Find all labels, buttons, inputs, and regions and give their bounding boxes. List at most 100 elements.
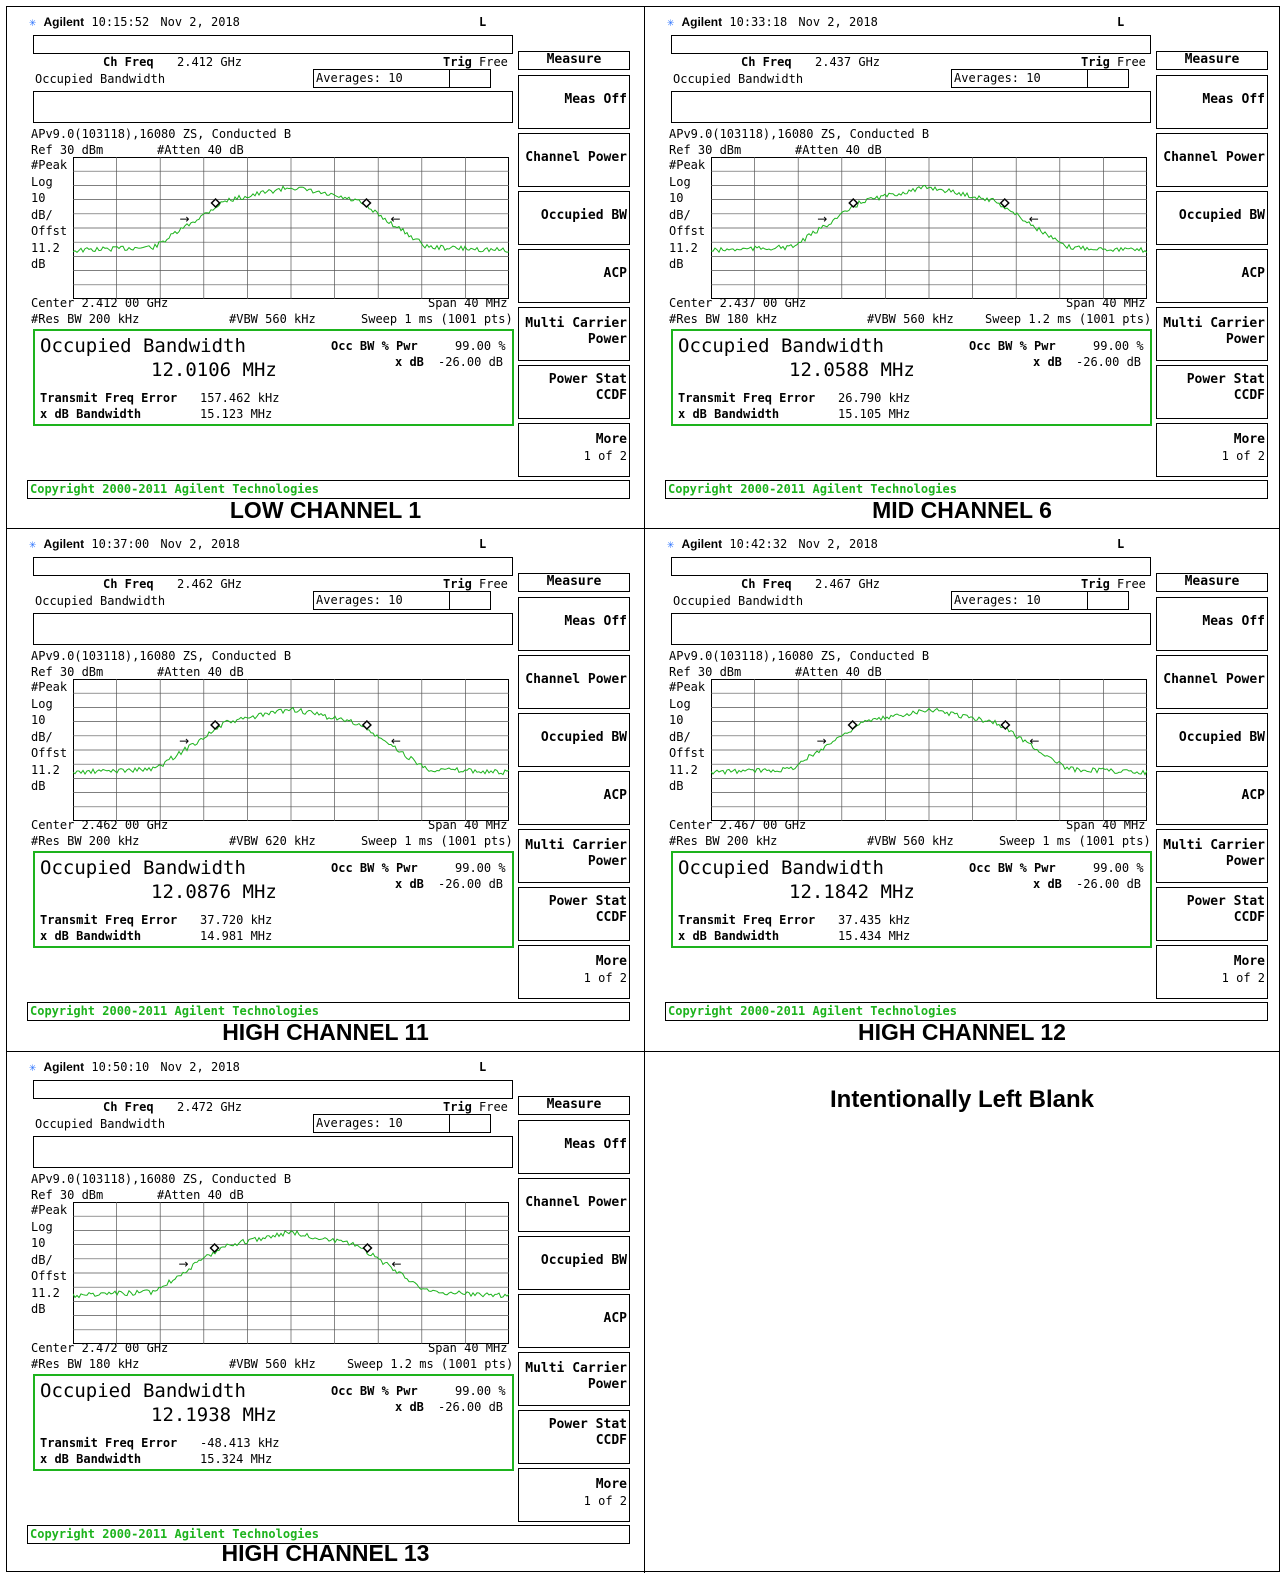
power-stat-ccdf-button[interactable]: Power Stat CCDF [518,1410,630,1464]
ref-level: Ref 30 dBm [31,665,104,679]
acp-button[interactable]: ACP [1156,249,1268,303]
result-title: Occupied Bandwidth [678,857,884,879]
more-button[interactable]: More 1 of 2 [518,423,630,477]
occupied-bw-button[interactable]: Occupied BW [518,1236,630,1290]
xdb-bandwidth-label: x dB Bandwidth [40,1452,142,1466]
sweep-label: Sweep 1 ms (1001 pts) [361,312,513,326]
more-button[interactable]: More 1 of 2 [518,945,630,999]
multi-carrier-power-button[interactable]: Multi Carrier Power [518,1352,630,1406]
averages-box: Averages: 10 [313,1114,450,1133]
channel-power-button[interactable]: Channel Power [518,1178,630,1232]
scale-label: Offst [31,746,68,760]
vbw-label: #VBW 620 kHz [229,834,316,848]
occupied-bw-button[interactable]: Occupied BW [518,713,630,767]
scale-label: dB/ [31,207,53,222]
occupied-bw-button[interactable]: Occupied BW [518,191,630,245]
span-label: Span 40 MHz [1066,296,1146,310]
mode-indicator: L [479,15,487,29]
span-label: Span 40 MHz [428,1341,508,1355]
meas-off-button[interactable]: Meas Off [1156,75,1268,129]
obw-marker-left [847,719,858,731]
ch-freq-value: 2.437 GHz [815,55,881,69]
result-title: Occupied Bandwidth [40,335,246,357]
multi-carrier-power-button[interactable]: Multi Carrier Power [1156,829,1268,883]
sweep-label: Sweep 1.2 ms (1001 pts) [347,1357,514,1371]
setup-label: APv9.0(103118),16080 ZS, Conducted B [31,649,292,663]
multi-carrier-power-button[interactable]: Multi Carrier Power [1156,307,1268,361]
trig-value: Free [1117,577,1146,591]
copyright-bar: Copyright 2000-2011 Agilent Technologies [27,1002,630,1021]
copyright-text: Copyright 2000-2011 Agilent Technologies [30,482,319,496]
obw-marker-right [361,197,372,209]
ch-freq-label: Ch Freq [103,1100,154,1114]
acp-button[interactable]: ACP [518,1294,630,1348]
obw-marker-right [362,1242,373,1254]
scale-label: Log [669,696,691,711]
multi-carrier-power-button[interactable]: Multi Carrier Power [518,307,630,361]
xdb-value: -26.00 dB [438,877,504,891]
timestamp: 10:33:18 [729,15,788,29]
occupied-bw-button[interactable]: Occupied BW [1156,191,1268,245]
xdb-marker-right: ← [391,1257,401,1271]
message-bar [33,1080,513,1099]
mode-indicator: L [479,537,487,551]
panel-cell: ✳ Agilent 10:15:52 Nov 2, 2018 L Ch Freq… [7,7,644,528]
spectrum-plot: → ← [73,157,509,299]
power-stat-ccdf-button[interactable]: Power Stat CCDF [518,365,630,419]
occupied-bandwidth-value: 12.1842 MHz [789,881,915,903]
xdb-bandwidth-value: 15.324 MHz [200,1452,273,1466]
occupied-bw-button[interactable]: Occupied BW [1156,713,1268,767]
panel-caption: LOW CHANNEL 1 [229,497,422,523]
scale-label: 10 [31,1236,46,1250]
scale-label: dB [31,257,46,271]
date-label: Nov 2, 2018 [798,537,878,551]
multi-carrier-power-button[interactable]: Multi Carrier Power [518,829,630,883]
channel-power-button[interactable]: Channel Power [1156,133,1268,187]
meas-off-button[interactable]: Meas Off [518,1120,630,1174]
acp-button[interactable]: ACP [518,771,630,825]
brand-label: Agilent [43,1060,85,1074]
xdb-marker-left: → [817,734,827,748]
blank-cell: Intentionally Left Blank [645,1052,1279,1572]
acp-button[interactable]: ACP [518,249,630,303]
power-stat-ccdf-button[interactable]: Power Stat CCDF [518,887,630,941]
brand-label: Agilent [43,537,85,551]
averages-label: Averages: 10 [954,593,1041,607]
meas-off-button[interactable]: Meas Off [518,75,630,129]
channel-power-button[interactable]: Channel Power [1156,655,1268,709]
scale-label: dB [669,257,684,271]
spectrum-trace [73,1229,509,1299]
spectrum-trace [711,707,1147,776]
averages-progress [1087,591,1129,610]
analyzer-screenshot: ✳ Agilent 10:33:18 Nov 2, 2018 L Ch Freq… [665,13,1270,499]
panel-cell: ✳ Agilent 10:50:10 Nov 2, 2018 L Ch Freq… [7,1052,644,1572]
channel-power-button[interactable]: Channel Power [518,655,630,709]
occ-bw-pwr-value: 99.00 % [1093,339,1144,353]
trig-label: Trig [1081,577,1110,591]
meas-off-button[interactable]: Meas Off [518,597,630,651]
obw-marker-left [210,197,221,209]
ch-freq-value: 2.462 GHz [177,577,243,591]
date-label: Nov 2, 2018 [798,15,878,29]
sweep-label: Sweep 1 ms (1001 pts) [361,834,513,848]
analyzer-screenshot: ✳ Agilent 10:37:00 Nov 2, 2018 L Ch Freq… [27,535,632,1021]
acp-button[interactable]: ACP [1156,771,1268,825]
channel-power-button[interactable]: Channel Power [518,133,630,187]
measurement-name: Occupied Bandwidth [35,1117,166,1131]
occupied-bandwidth-value: 12.0876 MHz [151,881,277,903]
more-button[interactable]: More 1 of 2 [1156,423,1268,477]
more-button[interactable]: More 1 of 2 [1156,945,1268,999]
power-stat-ccdf-button[interactable]: Power Stat CCDF [1156,365,1268,419]
xdb-bandwidth-value: 15.434 MHz [838,929,911,943]
result-title: Occupied Bandwidth [40,857,246,879]
power-stat-ccdf-button[interactable]: Power Stat CCDF [1156,887,1268,941]
center-freq: Center 2.462 00 GHz [31,818,169,832]
timestamp: 10:15:52 [91,15,150,29]
agilent-star-icon: ✳ [29,537,37,551]
setup-label: APv9.0(103118),16080 ZS, Conducted B [669,127,930,141]
meas-off-button[interactable]: Meas Off [1156,597,1268,651]
ch-freq-label: Ch Freq [103,577,154,591]
more-button[interactable]: More 1 of 2 [518,1468,630,1522]
measure-softkey-title: Measure [518,573,630,592]
xdb-bandwidth-label: x dB Bandwidth [678,929,780,943]
